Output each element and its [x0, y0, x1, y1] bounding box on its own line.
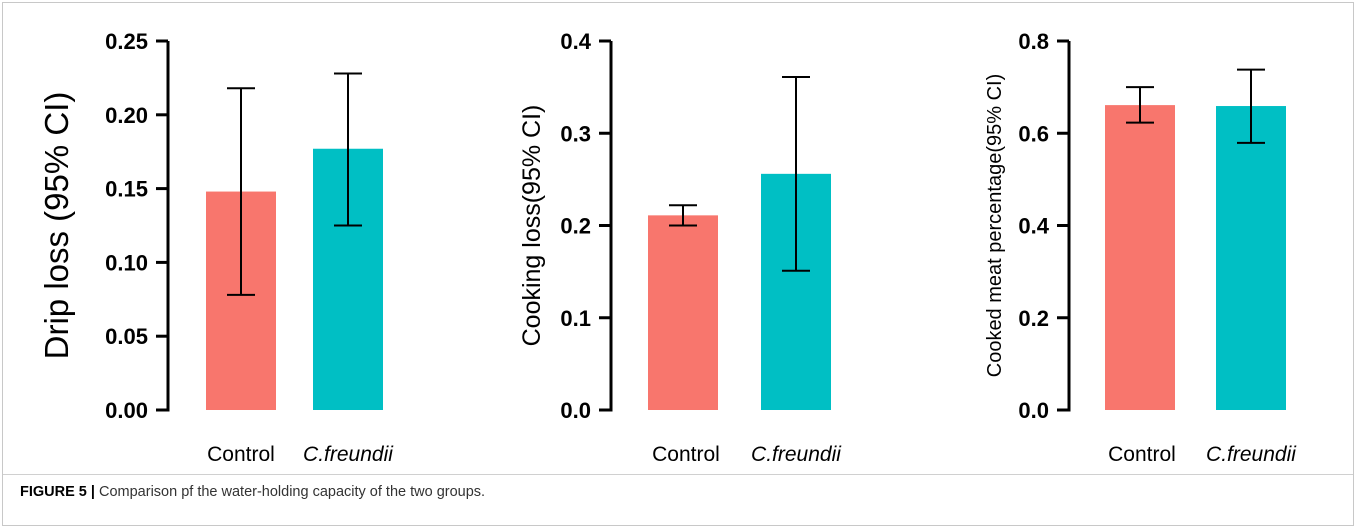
y-tick-label: 0.0: [560, 398, 591, 423]
x-category-label-c-freundii: C.freundii: [303, 443, 394, 466]
y-tick-label: 0.10: [105, 250, 148, 275]
x-category-label-c-freundii: C.freundii: [1206, 443, 1297, 466]
x-category-label-c-freundii: C.freundii: [751, 443, 842, 466]
error-bar: [334, 72, 362, 227]
y-axis-title: Cooking loss(95% CI): [518, 105, 546, 347]
error-bar: [227, 87, 255, 296]
error-bar: [1126, 86, 1154, 124]
error-bar: [669, 204, 697, 227]
y-tick-label: 0.8: [1018, 29, 1049, 54]
figure-caption-text: Comparison pf the water-holding capacity…: [94, 484, 486, 500]
y-tick-label: 0.05: [105, 324, 148, 349]
y-tick-label: 0.1: [560, 306, 591, 331]
bar-control: [1105, 105, 1175, 411]
y-tick-label: 0.20: [105, 103, 148, 128]
y-tick-label: 0.0: [1018, 398, 1049, 423]
y-axis-title: Cooked meat percentage(95% CI): [984, 74, 1006, 378]
y-tick-label: 0.3: [560, 121, 591, 146]
x-category-label-control: Control: [652, 443, 720, 466]
y-tick-label: 0.25: [105, 29, 148, 54]
bar-c-freundii: [1216, 106, 1286, 410]
error-bar: [782, 75, 810, 272]
x-category-label-control: Control: [207, 443, 275, 466]
y-tick-label: 0.2: [1018, 306, 1049, 331]
y-tick-label: 0.00: [105, 398, 148, 423]
y-tick-label: 0.4: [560, 29, 591, 54]
cooking-loss-chart: 0.0 0.1 0.2 0.3 0.4 Control C.freundii Cooking …: [518, 29, 842, 466]
cooked-meat-percentage-chart: 0.0 0.2 0.4 0.6 0.8 Control C.freundii Cooked m…: [984, 29, 1297, 466]
figure-caption-label: FIGURE 5 |: [20, 484, 95, 500]
drip-loss-chart: 0.00 0.05 0.10 0.15 0.20 0.25 Control C.freundi…: [38, 29, 394, 466]
bar-control: [648, 215, 718, 410]
caption-divider: [3, 474, 1353, 475]
y-tick-label: 0.2: [560, 214, 591, 239]
figure-caption: FIGURE 5 | Comparison pf the water-holdi…: [20, 484, 485, 500]
y-tick-label: 0.4: [1018, 214, 1049, 239]
y-tick-label: 0.6: [1018, 121, 1049, 146]
y-axis-title: Drip loss (95% CI): [38, 92, 75, 360]
error-bar: [1237, 68, 1265, 144]
y-tick-label: 0.15: [105, 177, 148, 202]
x-category-label-control: Control: [1108, 443, 1176, 466]
